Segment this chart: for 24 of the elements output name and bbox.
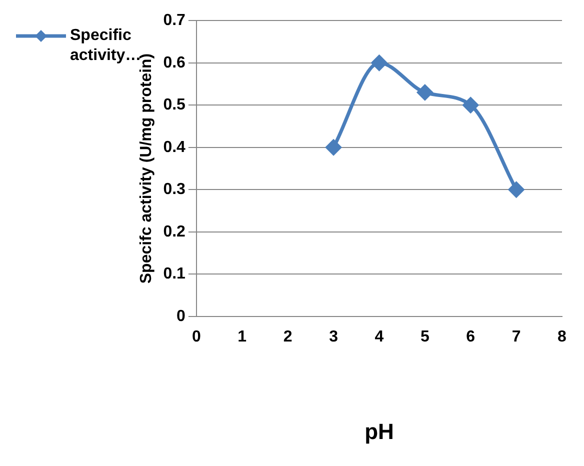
x-tick-label: 2 bbox=[283, 328, 292, 346]
x-tick-label: 5 bbox=[420, 328, 430, 346]
point bbox=[508, 182, 524, 198]
point bbox=[326, 140, 342, 156]
y-tick-label: 0.1 bbox=[163, 266, 186, 283]
y-tick-label: 0.6 bbox=[163, 54, 186, 72]
y-tick-label: 0.4 bbox=[163, 138, 186, 156]
x-tick-label: 0 bbox=[192, 328, 201, 346]
x-tick-label: 1 bbox=[238, 328, 247, 346]
y-tick-label: 0.5 bbox=[163, 96, 186, 114]
x-tick-label: 3 bbox=[329, 328, 338, 346]
y-tick-label: 0.7 bbox=[163, 12, 186, 30]
y-axis-title: Specifc activity (U/mg protein) bbox=[138, 53, 156, 284]
point bbox=[371, 55, 387, 71]
x-tick-label: 8 bbox=[558, 328, 567, 346]
point bbox=[417, 84, 433, 100]
x-tick-label: 4 bbox=[374, 328, 384, 346]
point bbox=[462, 97, 478, 113]
x-axis-title: pH bbox=[364, 418, 394, 444]
y-tick-label: 0.3 bbox=[163, 181, 186, 198]
x-tick-label: 6 bbox=[466, 328, 476, 346]
y-tick-label: 0 bbox=[176, 308, 186, 325]
x-tick-label: 7 bbox=[512, 328, 521, 346]
y-tick-label: 0.2 bbox=[163, 223, 186, 240]
